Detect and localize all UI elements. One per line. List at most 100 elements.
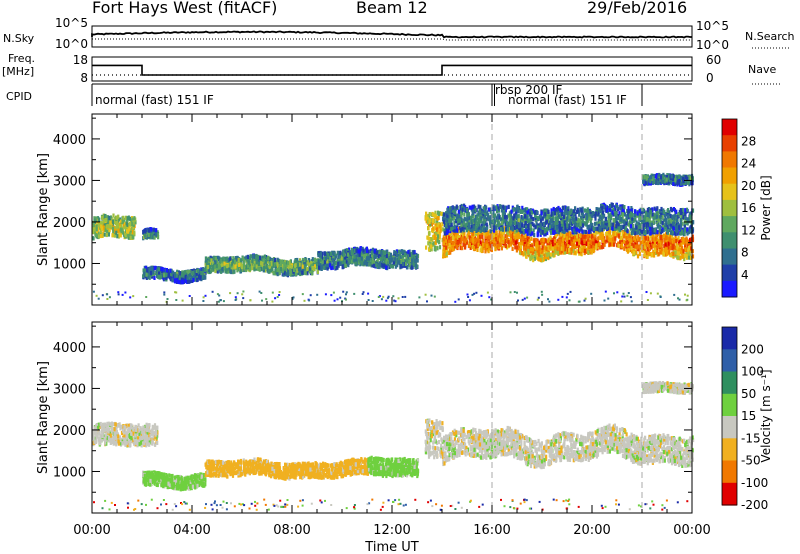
- echo-cell: [593, 245, 596, 250]
- echo-cell: [554, 229, 557, 234]
- echo-cell: [432, 226, 435, 231]
- echo-cell: [344, 263, 347, 268]
- echo-cell: [657, 243, 660, 248]
- echo-cell: [370, 250, 373, 255]
- echo-cell: [656, 237, 659, 242]
- echo-cell: [603, 236, 606, 241]
- echo-cell: [442, 241, 445, 246]
- echo-cell: [688, 230, 691, 235]
- echo-cell: [474, 244, 477, 249]
- echo-cell: [432, 234, 435, 239]
- echo-cell: [523, 251, 527, 256]
- echo-cell: [195, 269, 198, 274]
- echo-cell: [206, 265, 209, 270]
- echo-cell: [457, 210, 461, 215]
- echo-cell: [545, 249, 548, 254]
- echo-cell: [373, 248, 376, 253]
- echo-cell: [112, 213, 115, 218]
- echo-cell: [432, 212, 435, 217]
- echo-cell: [346, 252, 349, 257]
- echo-cell: [592, 247, 595, 253]
- echo-cell: [357, 249, 360, 254]
- echo-cell: [337, 254, 340, 259]
- echo-cell: [492, 210, 495, 215]
- echo-cell: [145, 272, 148, 277]
- echo-cell: [614, 236, 617, 241]
- echo-cell: [570, 232, 573, 237]
- echo-cell: [531, 244, 534, 249]
- echo-cell: [324, 253, 327, 258]
- echo-cell: [343, 259, 346, 264]
- echo-cell: [625, 242, 628, 247]
- echo-cell: [682, 237, 685, 242]
- echo-cell: [368, 262, 371, 267]
- echo-cell: [487, 249, 490, 254]
- echo-cell: [427, 226, 430, 231]
- echo-cell: [332, 252, 335, 257]
- echo-cell: [590, 248, 593, 253]
- echo-cell: [540, 254, 543, 259]
- echo-cell: [388, 251, 391, 256]
- echo-cell: [607, 237, 610, 242]
- echo-cell: [265, 257, 269, 262]
- echo-cell: [187, 279, 191, 284]
- echo-cell: [636, 245, 639, 250]
- echo-cell: [365, 256, 368, 261]
- noise-tick-right-lo: 10^0: [696, 38, 729, 52]
- echo-cell: [536, 251, 539, 256]
- echo-cell: [621, 215, 624, 220]
- echo-cell: [198, 274, 201, 280]
- echo-cell: [144, 265, 147, 271]
- echo-cell: [458, 235, 461, 240]
- echo-cell: [168, 272, 171, 277]
- echo-cell: [601, 239, 604, 244]
- echo-cell: [368, 255, 371, 261]
- echo-cell: [118, 222, 121, 227]
- echo-cell: [500, 246, 503, 251]
- echo-cell: [356, 253, 359, 258]
- echo-cell: [659, 210, 662, 215]
- cpid-label: CPID: [6, 90, 32, 103]
- echo-cell: [389, 264, 393, 269]
- echo-cell: [568, 237, 571, 242]
- echo-cell: [632, 250, 635, 255]
- echo-cell: [311, 259, 314, 264]
- echo-cell: [643, 252, 646, 257]
- echo-cell: [684, 215, 687, 220]
- echo-cell: [190, 275, 193, 281]
- echo-cell: [266, 259, 269, 264]
- echo-cell: [614, 231, 617, 236]
- echo-cell: [95, 224, 98, 229]
- echo-cell: [268, 261, 271, 266]
- echo-cell: [439, 228, 442, 234]
- echo-cell: [153, 265, 156, 270]
- echo-cell: [202, 271, 205, 276]
- echo-cell: [602, 244, 605, 249]
- echo-cell: [394, 257, 397, 262]
- echo-cell: [97, 217, 101, 222]
- echo-cell: [442, 215, 445, 220]
- echo-cell: [217, 265, 220, 270]
- echo-cell: [105, 232, 108, 238]
- echo-cell: [383, 259, 386, 264]
- echo-cell: [406, 265, 409, 270]
- echo-cell: [299, 265, 302, 270]
- echo-cell: [388, 254, 391, 259]
- echo-cell: [502, 239, 505, 245]
- echo-cell: [684, 244, 687, 249]
- echo-cell: [480, 219, 483, 224]
- echo-cell: [165, 272, 168, 277]
- echo-cell: [143, 271, 146, 276]
- echo-cell: [691, 208, 695, 213]
- echo-cell: [477, 234, 480, 239]
- freq-tick-hi: 18: [73, 53, 88, 67]
- echo-cell: [117, 214, 120, 219]
- echo-cell: [579, 247, 582, 252]
- echo-cell: [259, 255, 262, 260]
- echo-cell: [542, 257, 545, 262]
- echo-cell: [437, 240, 440, 245]
- echo-cell: [462, 222, 465, 227]
- echo-cell: [665, 235, 668, 240]
- echo-cell: [270, 260, 273, 266]
- echo-cell: [434, 240, 437, 245]
